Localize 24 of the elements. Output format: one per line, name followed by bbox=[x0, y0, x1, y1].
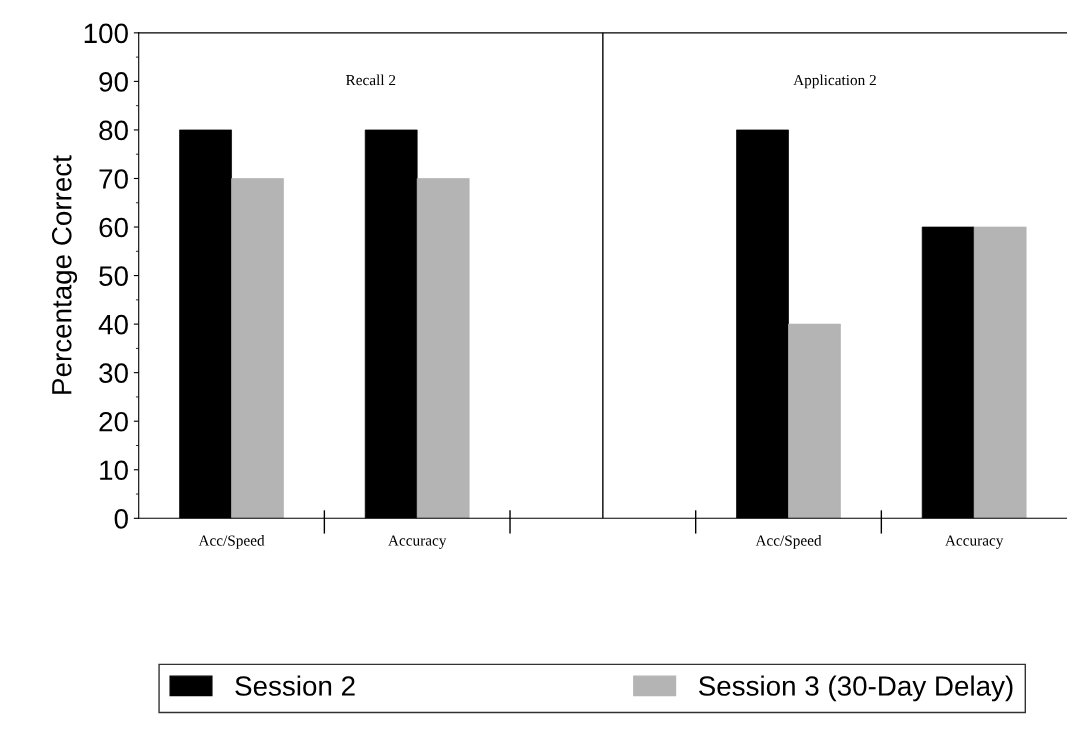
bar bbox=[788, 323, 841, 519]
y-tick-label: 70 bbox=[99, 169, 128, 189]
bar bbox=[231, 178, 284, 519]
y-tick-label: 80 bbox=[99, 120, 128, 141]
annotation: Recall 2 bbox=[345, 74, 396, 86]
legend-label: Session 3 (30-Day Delay) bbox=[698, 675, 1013, 702]
y-tick-label: 10 bbox=[100, 460, 128, 481]
bar bbox=[416, 178, 470, 519]
y-tick-label: 100 bbox=[84, 23, 128, 44]
y-axis-title: Percentage Correct bbox=[51, 155, 78, 394]
y-tick-label: 40 bbox=[98, 314, 128, 335]
x-tick-label: Acc/Speed bbox=[198, 534, 265, 549]
x-tick-label: Accuracy bbox=[945, 535, 1004, 549]
legend-label: Session 2 bbox=[235, 675, 355, 696]
x-tick-label: Acc/Speed bbox=[755, 534, 822, 549]
bar bbox=[973, 226, 1027, 519]
y-tick-label: 60 bbox=[99, 217, 128, 238]
x-tick-label: Accuracy bbox=[388, 535, 447, 549]
y-tick-label: 50 bbox=[99, 266, 128, 286]
y-tick-label: 20 bbox=[99, 411, 128, 432]
y-tick-label: 0 bbox=[114, 508, 128, 529]
y-tick-label: 90 bbox=[99, 72, 128, 92]
annotation: Application 2 bbox=[793, 74, 876, 89]
y-tick-label: 30 bbox=[99, 363, 128, 383]
